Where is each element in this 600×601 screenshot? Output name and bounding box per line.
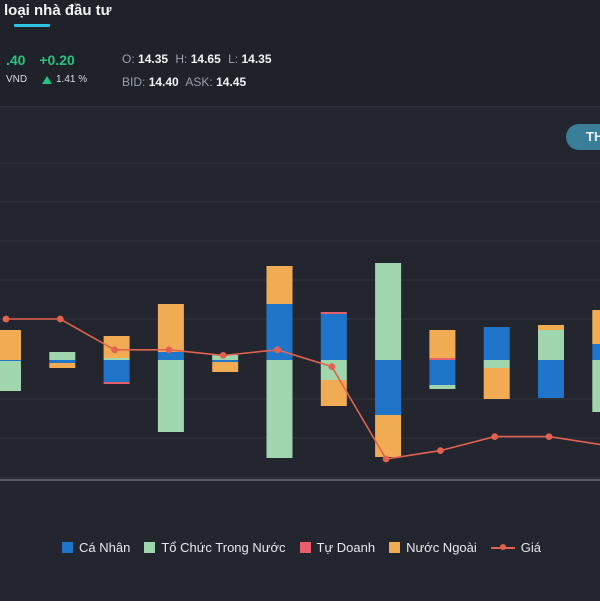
- price-point: [328, 363, 335, 370]
- price-point: [3, 316, 10, 323]
- bar-segment-0: [592, 344, 600, 360]
- bar-segment-3: [538, 325, 564, 330]
- line-marker-icon: [491, 542, 515, 553]
- price-point: [57, 316, 64, 323]
- bar-segment-0: [104, 360, 130, 382]
- bar-segment-0: [0, 360, 21, 361]
- bar-segment-3: [0, 330, 21, 360]
- bar-segment-1: [429, 385, 455, 389]
- price-point: [274, 346, 281, 353]
- bar-segment-3: [267, 266, 293, 304]
- bar-segment-0: [158, 352, 184, 360]
- price-point: [383, 456, 390, 463]
- legend-label: Nước Ngoài: [406, 540, 477, 555]
- legend-swatch: [62, 542, 73, 553]
- bar-segment-2: [104, 382, 130, 384]
- legend-item-ca-nhan[interactable]: Cá Nhân: [62, 540, 130, 555]
- bar-segment-1: [49, 352, 75, 360]
- price-point: [220, 352, 227, 359]
- bar-segment-3: [429, 330, 455, 358]
- bar-segment-3: [104, 336, 130, 358]
- legend-swatch: [389, 542, 400, 553]
- bar-segment-2: [321, 312, 347, 314]
- legend-item-to-chuc[interactable]: Tổ Chức Trong Nước: [144, 540, 285, 555]
- bar-segment-3: [375, 415, 401, 457]
- bar-segment-1: [0, 361, 21, 391]
- bar-segment-0: [484, 327, 510, 360]
- bar-segment-3: [321, 380, 347, 406]
- price-point: [437, 447, 444, 454]
- legend-item-tu-doanh[interactable]: Tự Doanh: [300, 540, 376, 555]
- bar-segment-2: [429, 358, 455, 360]
- bar-segment-0: [538, 360, 564, 398]
- legend-item-nuoc-ngoai[interactable]: Nước Ngoài: [389, 540, 477, 555]
- bar-segment-0: [321, 314, 347, 360]
- bar-segment-0: [212, 360, 238, 362]
- bar-segment-3: [592, 310, 600, 344]
- bar-segment-1: [592, 360, 600, 412]
- bar-segment-1: [538, 330, 564, 360]
- price-point: [111, 346, 118, 353]
- bar-segment-1: [375, 263, 401, 360]
- bar-segment-0: [49, 360, 75, 363]
- legend-label: Tự Doanh: [317, 540, 376, 555]
- bar-segment-3: [49, 363, 75, 368]
- price-point: [491, 433, 498, 440]
- bar-segment-3: [158, 304, 184, 352]
- legend-label: Tổ Chức Trong Nước: [161, 540, 285, 555]
- bar-segment-1: [484, 360, 510, 368]
- legend-item-gia[interactable]: Giá: [491, 540, 541, 555]
- price-point: [166, 346, 173, 353]
- bar-segment-0: [429, 360, 455, 385]
- bar-segment-1: [267, 360, 293, 458]
- bar-segment-3: [212, 362, 238, 372]
- bar-segment-1: [104, 358, 130, 360]
- bar-segment-3: [484, 368, 510, 399]
- legend-swatch: [300, 542, 311, 553]
- legend-label: Giá: [521, 540, 541, 555]
- chart-legend: Cá Nhân Tổ Chức Trong Nước Tự Doanh Nước…: [62, 540, 541, 555]
- legend-label: Cá Nhân: [79, 540, 130, 555]
- bar-segment-1: [158, 360, 184, 432]
- bar-segment-0: [375, 360, 401, 415]
- legend-swatch: [144, 542, 155, 553]
- price-point: [546, 433, 553, 440]
